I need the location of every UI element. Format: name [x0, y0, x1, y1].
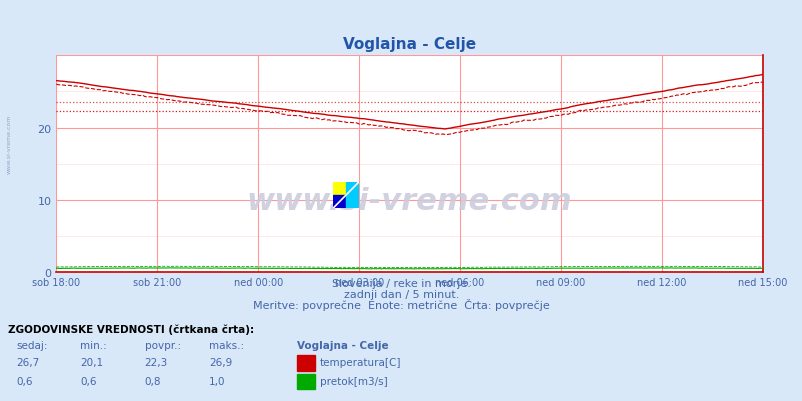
Text: sedaj:: sedaj:: [16, 340, 47, 350]
Text: temperatura[C]: temperatura[C]: [319, 357, 400, 367]
Bar: [333, 182, 346, 195]
Title: Voglajna - Celje: Voglajna - Celje: [342, 37, 476, 52]
Text: Voglajna - Celje: Voglajna - Celje: [297, 340, 388, 350]
Text: Slovenija / reke in morje.: Slovenija / reke in morje.: [332, 279, 470, 289]
Text: www.si-vreme.com: www.si-vreme.com: [246, 187, 572, 216]
Bar: [333, 195, 346, 209]
Bar: [346, 195, 358, 209]
Text: 0,6: 0,6: [80, 376, 97, 386]
Text: 26,9: 26,9: [209, 357, 232, 367]
Bar: [297, 356, 314, 371]
Text: 1,0: 1,0: [209, 376, 225, 386]
Bar: [297, 374, 314, 389]
Text: zadnji dan / 5 minut.: zadnji dan / 5 minut.: [343, 290, 459, 300]
Text: 26,7: 26,7: [16, 357, 39, 367]
Text: min.:: min.:: [80, 340, 107, 350]
Text: 0,6: 0,6: [16, 376, 33, 386]
Text: maks.:: maks.:: [209, 340, 244, 350]
Text: 20,1: 20,1: [80, 357, 103, 367]
Text: 22,3: 22,3: [144, 357, 168, 367]
Text: www.si-vreme.com: www.si-vreme.com: [7, 115, 12, 174]
Text: pretok[m3/s]: pretok[m3/s]: [319, 376, 387, 386]
Text: povpr.:: povpr.:: [144, 340, 180, 350]
Bar: [346, 182, 358, 195]
Text: Meritve: povprečne  Enote: metrične  Črta: povprečje: Meritve: povprečne Enote: metrične Črta:…: [253, 298, 549, 310]
Text: 0,8: 0,8: [144, 376, 161, 386]
Text: ZGODOVINSKE VREDNOSTI (črtkana črta):: ZGODOVINSKE VREDNOSTI (črtkana črta):: [8, 324, 254, 334]
